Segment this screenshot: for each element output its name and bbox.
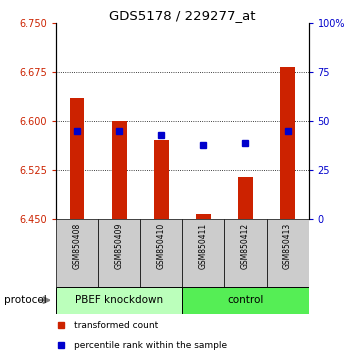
Bar	[280, 67, 295, 219]
Bar	[98, 219, 140, 287]
Bar	[182, 219, 225, 287]
Bar	[225, 219, 266, 287]
Text: GSM850411: GSM850411	[199, 223, 208, 269]
Bar	[56, 287, 182, 314]
Text: GSM850410: GSM850410	[157, 223, 166, 269]
Bar	[266, 219, 309, 287]
Text: GSM850409: GSM850409	[115, 223, 123, 269]
Text: control: control	[227, 295, 264, 305]
Title: GDS5178 / 229277_at: GDS5178 / 229277_at	[109, 9, 256, 22]
Bar	[70, 98, 84, 219]
Bar	[56, 219, 98, 287]
Bar	[182, 287, 309, 314]
Text: GSM850413: GSM850413	[283, 223, 292, 269]
Text: GSM850408: GSM850408	[73, 223, 82, 269]
Bar	[238, 177, 253, 219]
Text: transformed count: transformed count	[74, 320, 158, 330]
Bar	[196, 214, 211, 219]
Text: PBEF knockdown: PBEF knockdown	[75, 295, 163, 305]
Text: GSM850412: GSM850412	[241, 223, 250, 269]
Bar	[154, 139, 169, 219]
Text: percentile rank within the sample: percentile rank within the sample	[74, 341, 227, 350]
Bar	[112, 121, 126, 219]
Bar	[140, 219, 182, 287]
Text: protocol: protocol	[4, 295, 46, 305]
